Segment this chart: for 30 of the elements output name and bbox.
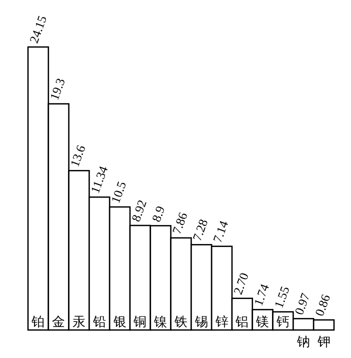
data-label: 0.86 <box>312 292 334 318</box>
data-label: 2.70 <box>230 271 252 296</box>
x-tick-label: 锌 <box>214 314 228 329</box>
x-tick-label: 金 <box>52 314 66 329</box>
data-label: 24.15 <box>26 14 50 46</box>
x-tick-label: 钙 <box>276 314 290 329</box>
data-label: 8.9 <box>149 204 168 224</box>
x-tick-label: 镁 <box>255 314 270 329</box>
data-label: 7.28 <box>190 217 211 243</box>
x-tick-label: 铅 <box>92 314 106 329</box>
data-label: 7.14 <box>210 218 232 244</box>
x-tick-label: 钠 <box>296 334 310 349</box>
x-tick-label: 铁 <box>174 314 188 329</box>
x-tick-label: 镍 <box>153 314 168 329</box>
x-tick-label: 锡 <box>194 314 208 329</box>
x-tick-label: 铂 <box>30 314 45 329</box>
data-label: 8.92 <box>128 198 150 224</box>
data-label: 19.3 <box>47 76 68 102</box>
x-tick-label: 铝 <box>234 314 249 329</box>
data-label: 1.74 <box>251 282 272 308</box>
data-label: 11.34 <box>88 164 111 196</box>
x-tick-label: 汞 <box>72 314 86 329</box>
x-tick-label: 铜 <box>132 314 147 329</box>
data-label: 1.55 <box>272 284 292 310</box>
data-label: 0.97 <box>292 291 313 317</box>
data-label: 10.5 <box>108 180 130 205</box>
data-label: 7.86 <box>170 210 190 236</box>
x-tick-label: 银 <box>112 314 126 329</box>
x-tick-label: 钾 <box>316 334 330 349</box>
data-label: 13.6 <box>68 143 88 169</box>
